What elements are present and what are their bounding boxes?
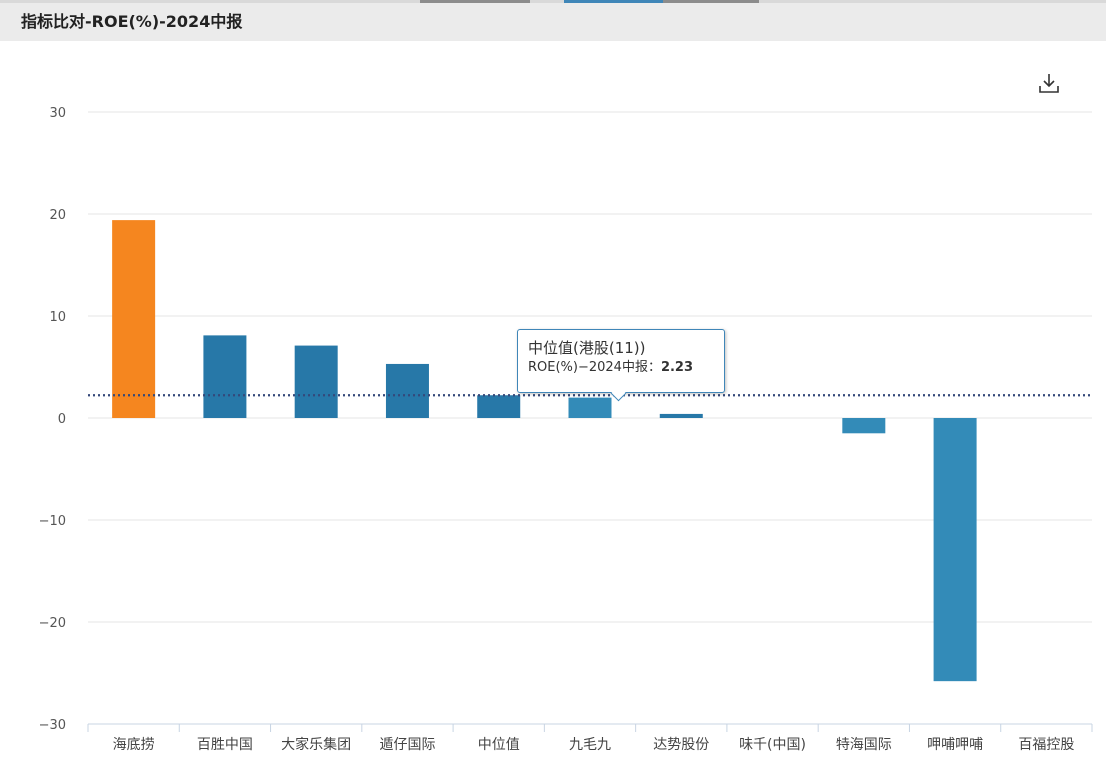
panel-header: 指标比对-ROE(%)-2024中报 [0, 3, 1106, 41]
bar [933, 418, 977, 682]
x-tick-label: 特海国际 [836, 737, 892, 753]
y-tick-label: 0 [58, 412, 66, 427]
bar [842, 418, 886, 434]
chart-title: 指标比对-ROE(%)-2024中报 [21, 12, 243, 31]
x-tick-label: 呷哺呷哺 [927, 737, 983, 753]
y-tick-label: 10 [49, 310, 66, 325]
tab-indicator [663, 0, 759, 3]
bar [385, 363, 429, 418]
bar [203, 335, 247, 418]
bar [659, 413, 703, 418]
x-tick-label: 九毛九 [569, 737, 611, 753]
bar [568, 397, 612, 418]
x-tick-label: 百福控股 [1018, 737, 1074, 753]
x-tick-label: 遁仔国际 [379, 737, 435, 753]
bar [294, 345, 338, 418]
y-tick-label: −10 [39, 514, 66, 529]
active-tab-indicator [564, 0, 663, 3]
download-icon[interactable] [1036, 72, 1062, 96]
x-tick-label: 海底捞 [113, 737, 155, 753]
tab-indicator [420, 0, 530, 3]
y-tick-label: 30 [49, 106, 66, 121]
tooltip-label: ROE(%)−2024中报： [528, 360, 661, 375]
y-tick-label: 20 [49, 208, 66, 223]
bar [477, 395, 521, 418]
x-tick-label: 味千(中国) [739, 737, 806, 753]
x-tick-label: 百胜中国 [197, 737, 253, 753]
tooltip-title: 中位值(港股(11)) [528, 339, 646, 357]
y-tick-label: −20 [39, 616, 66, 631]
y-tick-label: −30 [39, 718, 66, 733]
top-tab-rule [0, 0, 1106, 3]
tooltip-value: 2.23 [660, 360, 694, 375]
x-tick-label: 大家乐集团 [281, 736, 351, 753]
x-tick-label: 达势股份 [653, 737, 709, 753]
median-tooltip: 中位值(港股(11)) ROE(%)−2024中报：2.23 [517, 329, 725, 402]
tooltip-row: ROE(%)−2024中报：2.23 [528, 358, 714, 378]
x-tick-label: 中位值 [478, 737, 520, 753]
bar [112, 220, 156, 418]
